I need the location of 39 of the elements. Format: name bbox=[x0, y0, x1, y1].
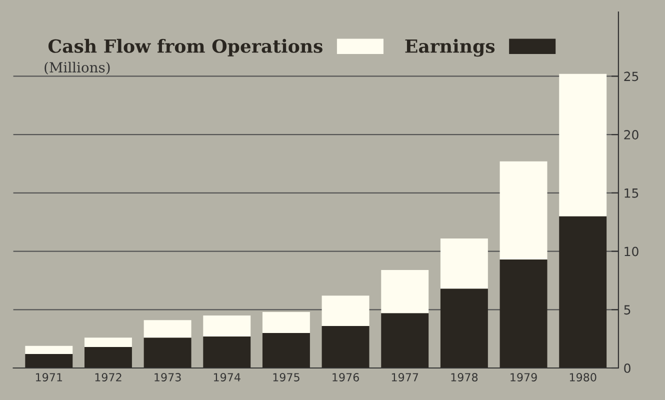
bar bbox=[262, 332, 310, 368]
y-tick-label: 10 bbox=[624, 246, 638, 256]
legend-label: Cash Flow from Operations bbox=[48, 38, 322, 56]
bar bbox=[322, 326, 370, 368]
bar bbox=[500, 161, 548, 260]
y-tick-label: 20 bbox=[624, 130, 638, 140]
bar bbox=[144, 320, 192, 338]
legend-label: Earnings bbox=[405, 38, 495, 57]
x-tick-label: 1977 bbox=[392, 373, 418, 382]
x-tick-label: 1972 bbox=[95, 373, 122, 382]
bar bbox=[322, 296, 370, 326]
bar bbox=[559, 74, 607, 216]
y-tick-label: 15 bbox=[624, 188, 638, 198]
bar bbox=[559, 216, 607, 368]
bar bbox=[440, 238, 488, 289]
y-tick-label: 0 bbox=[624, 363, 630, 373]
bar bbox=[25, 346, 73, 354]
bar bbox=[84, 338, 132, 347]
x-tick-label: 1971 bbox=[36, 373, 62, 382]
y-tick-label: 5 bbox=[624, 305, 630, 315]
bar bbox=[500, 259, 548, 368]
x-tick-label: 1979 bbox=[510, 373, 537, 382]
bar bbox=[203, 315, 251, 336]
x-tick-label: 1980 bbox=[570, 373, 596, 382]
bar bbox=[25, 354, 73, 368]
bar bbox=[262, 312, 310, 333]
y-tick-label: 25 bbox=[624, 72, 638, 82]
bar bbox=[381, 270, 429, 314]
bar bbox=[381, 313, 429, 368]
text: (Millions) bbox=[44, 62, 110, 75]
x-tick-label: 1978 bbox=[451, 373, 478, 382]
x-tick-label: 1973 bbox=[154, 373, 181, 382]
bar bbox=[203, 336, 251, 368]
bar bbox=[440, 288, 488, 368]
bar bbox=[84, 346, 132, 368]
x-tick-label: 1975 bbox=[273, 373, 300, 382]
bar bbox=[144, 338, 192, 368]
x-tick-label: 1976 bbox=[332, 373, 359, 382]
x-tick-label: 1974 bbox=[214, 373, 240, 382]
